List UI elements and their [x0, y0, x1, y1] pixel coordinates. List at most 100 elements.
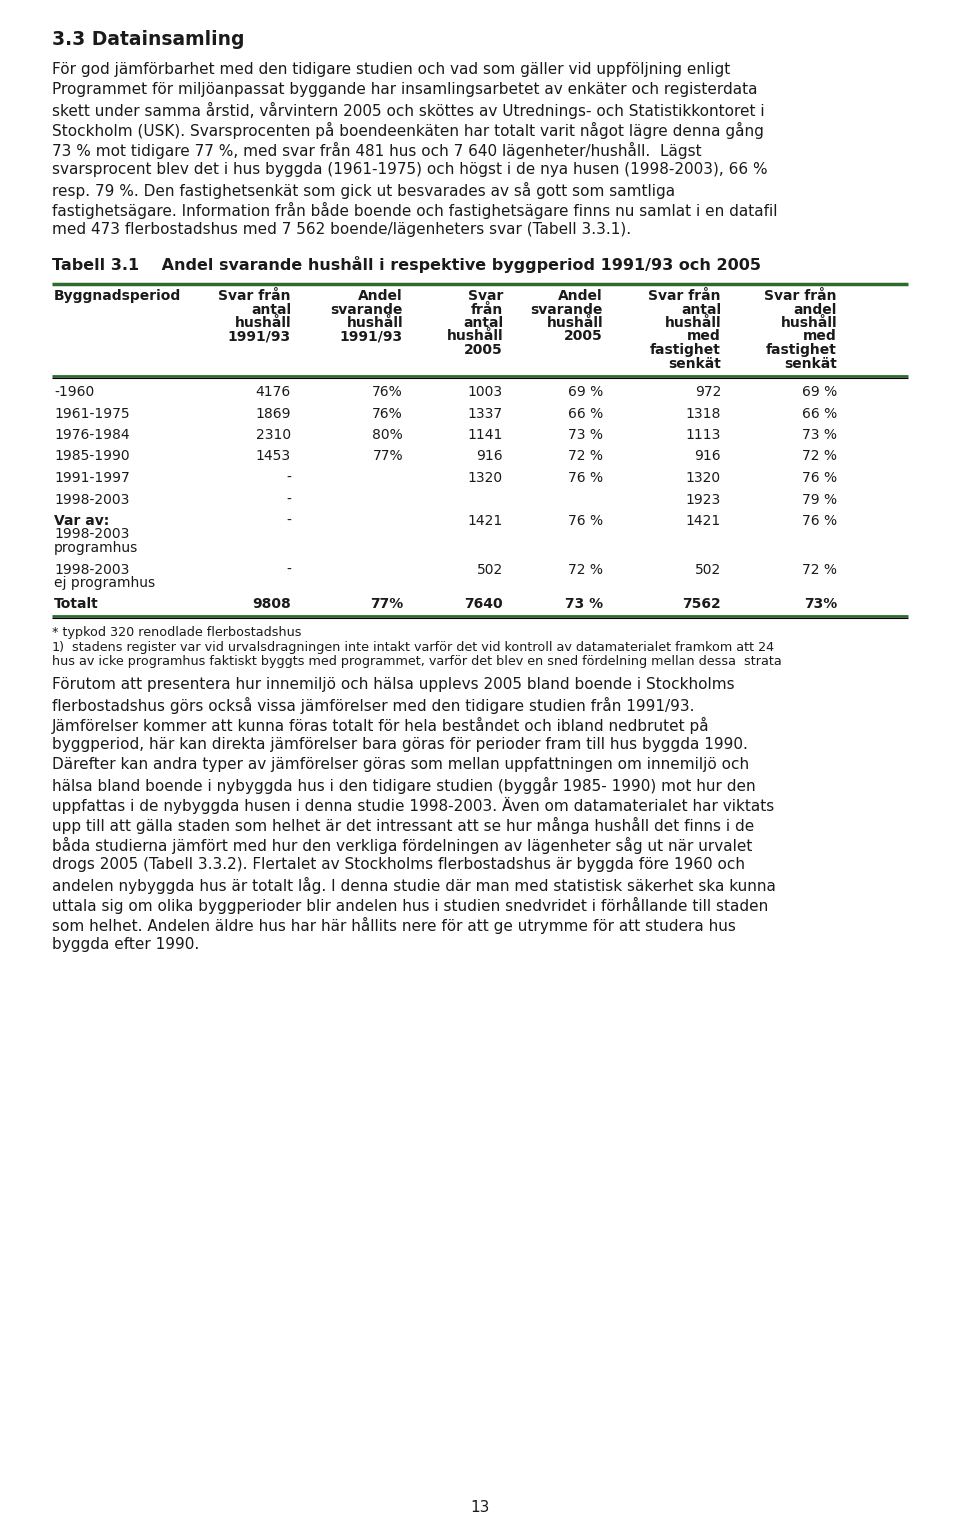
- Text: 80%: 80%: [372, 429, 403, 442]
- Text: 72 %: 72 %: [568, 563, 603, 576]
- Text: senkät: senkät: [784, 357, 837, 371]
- Text: hushåll: hushåll: [780, 316, 837, 329]
- Text: 2005: 2005: [465, 343, 503, 357]
- Text: 1991-1997: 1991-1997: [54, 471, 130, 485]
- Text: 7640: 7640: [465, 598, 503, 612]
- Text: 1421: 1421: [685, 514, 721, 528]
- Text: 502: 502: [477, 563, 503, 576]
- Text: svarsprocent blev det i hus byggda (1961-1975) och högst i de nya husen (1998-20: svarsprocent blev det i hus byggda (1961…: [52, 162, 768, 177]
- Text: 1003: 1003: [468, 384, 503, 400]
- Text: 72 %: 72 %: [568, 450, 603, 464]
- Text: 76 %: 76 %: [802, 514, 837, 528]
- Text: byggda efter 1990.: byggda efter 1990.: [52, 936, 200, 952]
- Text: 1): 1): [52, 640, 65, 654]
- Text: 72 %: 72 %: [802, 563, 837, 576]
- Text: 4176: 4176: [255, 384, 291, 400]
- Text: 1998-2003: 1998-2003: [54, 493, 130, 506]
- Text: 1337: 1337: [468, 407, 503, 421]
- Text: som helhet. Andelen äldre hus har här hållits nere för att ge utrymme för att st: som helhet. Andelen äldre hus har här hå…: [52, 917, 736, 933]
- Text: andel: andel: [794, 302, 837, 317]
- Text: 1141: 1141: [468, 429, 503, 442]
- Text: andelen nybyggda hus är totalt låg. I denna studie där man med statistisk säkerh: andelen nybyggda hus är totalt låg. I de…: [52, 877, 776, 894]
- Text: 73 % mot tidigare 77 %, med svar från 481 hus och 7 640 lägenheter/hushåll.  Läg: 73 % mot tidigare 77 %, med svar från 48…: [52, 142, 702, 159]
- Text: 76 %: 76 %: [802, 471, 837, 485]
- Text: Programmet för miljöanpassat byggande har insamlingsarbetet av enkäter och regis: Programmet för miljöanpassat byggande ha…: [52, 82, 757, 98]
- Text: upp till att gälla staden som helhet är det intressant att se hur många hushåll : upp till att gälla staden som helhet är …: [52, 817, 755, 834]
- Text: Därefter kan andra typer av jämförelser göras som mellan uppfattningen om innemi: Därefter kan andra typer av jämförelser …: [52, 756, 749, 772]
- Text: fastighetsägare. Information från både boende och fastighetsägare finns nu samla: fastighetsägare. Information från både b…: [52, 201, 778, 220]
- Text: 972: 972: [695, 384, 721, 400]
- Text: 76 %: 76 %: [568, 471, 603, 485]
- Text: Svar från: Svar från: [219, 290, 291, 303]
- Text: 69 %: 69 %: [802, 384, 837, 400]
- Text: hushåll: hushåll: [546, 316, 603, 329]
- Text: antal: antal: [463, 316, 503, 329]
- Text: 1991/93: 1991/93: [228, 329, 291, 343]
- Text: Andel: Andel: [358, 290, 403, 303]
- Text: Svar: Svar: [468, 290, 503, 303]
- Text: hushåll: hushåll: [347, 316, 403, 329]
- Text: med 473 flerbostadshus med 7 562 boende/lägenheters svar (Tabell 3.3.1).: med 473 flerbostadshus med 7 562 boende/…: [52, 223, 631, 236]
- Text: antal: antal: [251, 302, 291, 317]
- Text: -: -: [286, 563, 291, 576]
- Text: skett under samma årstid, vårvintern 2005 och sköttes av Utrednings- och Statist: skett under samma årstid, vårvintern 200…: [52, 102, 764, 119]
- Text: 1320: 1320: [468, 471, 503, 485]
- Text: 66 %: 66 %: [567, 407, 603, 421]
- Text: Totalt: Totalt: [54, 598, 99, 612]
- Text: Andel: Andel: [559, 290, 603, 303]
- Text: uttala sig om olika byggperioder blir andelen hus i studien snedvridet i förhåll: uttala sig om olika byggperioder blir an…: [52, 897, 768, 913]
- Text: Stockholm (USK). Svarsprocenten på boendeenkäten har totalt varit något lägre de: Stockholm (USK). Svarsprocenten på boend…: [52, 122, 764, 139]
- Text: Jämförelser kommer att kunna föras totalt för hela beståndet och ibland nedbrute: Jämförelser kommer att kunna föras total…: [52, 717, 709, 734]
- Text: antal: antal: [681, 302, 721, 317]
- Text: båda studierna jämfört med hur den verkliga fördelningen av lägenheter såg ut nä: båda studierna jämfört med hur den verkl…: [52, 837, 753, 854]
- Text: 1320: 1320: [685, 471, 721, 485]
- Text: stadens register var vid urvalsdragningen inte intakt varför det vid kontroll av: stadens register var vid urvalsdragninge…: [68, 640, 774, 654]
- Text: 1318: 1318: [685, 407, 721, 421]
- Text: 502: 502: [695, 563, 721, 576]
- Text: Tabell 3.1    Andel svarande hushåll i respektive byggperiod 1991/93 och 2005: Tabell 3.1 Andel svarande hushåll i resp…: [52, 256, 761, 273]
- Text: Förutom att presentera hur innemiljö och hälsa upplevs 2005 bland boende i Stock: Förutom att presentera hur innemiljö och…: [52, 677, 734, 692]
- Text: 2310: 2310: [256, 429, 291, 442]
- Text: hälsa bland boende i nybyggda hus i den tidigare studien (byggår 1985- 1990) mot: hälsa bland boende i nybyggda hus i den …: [52, 778, 756, 795]
- Text: -1960: -1960: [54, 384, 94, 400]
- Text: 1998-2003: 1998-2003: [54, 563, 130, 576]
- Text: 1421: 1421: [468, 514, 503, 528]
- Text: För god jämförbarhet med den tidigare studien och vad som gäller vid uppföljning: För god jämförbarhet med den tidigare st…: [52, 63, 731, 76]
- Text: hus av icke programhus faktiskt byggts med programmet, varför det blev en sned f: hus av icke programhus faktiskt byggts m…: [52, 656, 781, 668]
- Text: flerbostadshus görs också vissa jämförelser med den tidigare studien från 1991/9: flerbostadshus görs också vissa jämförel…: [52, 697, 694, 714]
- Text: hushåll: hushåll: [234, 316, 291, 329]
- Text: -: -: [286, 471, 291, 485]
- Text: -: -: [286, 514, 291, 528]
- Text: Svar från: Svar från: [764, 290, 837, 303]
- Text: 916: 916: [694, 450, 721, 464]
- Text: Byggnadsperiod: Byggnadsperiod: [54, 290, 181, 303]
- Text: 66 %: 66 %: [802, 407, 837, 421]
- Text: 77%: 77%: [372, 450, 403, 464]
- Text: ej programhus: ej programhus: [54, 576, 156, 590]
- Text: Svar från: Svar från: [649, 290, 721, 303]
- Text: Var av:: Var av:: [54, 514, 109, 528]
- Text: 77%: 77%: [370, 598, 403, 612]
- Text: 916: 916: [476, 450, 503, 464]
- Text: 7562: 7562: [683, 598, 721, 612]
- Text: 69 %: 69 %: [567, 384, 603, 400]
- Text: resp. 79 %. Den fastighetsenkät som gick ut besvarades av så gott som samtliga: resp. 79 %. Den fastighetsenkät som gick…: [52, 181, 675, 200]
- Text: 76 %: 76 %: [568, 514, 603, 528]
- Text: drogs 2005 (Tabell 3.3.2). Flertalet av Stockholms flerbostadshus är byggda före: drogs 2005 (Tabell 3.3.2). Flertalet av …: [52, 857, 745, 872]
- Text: programhus: programhus: [54, 541, 138, 555]
- Text: 2005: 2005: [564, 329, 603, 343]
- Text: 1453: 1453: [256, 450, 291, 464]
- Text: uppfattas i de nybyggda husen i denna studie 1998-2003. Även om datamaterialet h: uppfattas i de nybyggda husen i denna st…: [52, 798, 775, 814]
- Text: med: med: [804, 329, 837, 343]
- Text: hushåll: hushåll: [446, 329, 503, 343]
- Text: 79 %: 79 %: [802, 493, 837, 506]
- Text: 73%: 73%: [804, 598, 837, 612]
- Text: 1985-1990: 1985-1990: [54, 450, 130, 464]
- Text: 1998-2003: 1998-2003: [54, 528, 130, 541]
- Text: hushåll: hushåll: [664, 316, 721, 329]
- Text: 73 %: 73 %: [564, 598, 603, 612]
- Text: 76%: 76%: [372, 407, 403, 421]
- Text: svarande: svarande: [531, 302, 603, 317]
- Text: 1923: 1923: [685, 493, 721, 506]
- Text: 1961-1975: 1961-1975: [54, 407, 130, 421]
